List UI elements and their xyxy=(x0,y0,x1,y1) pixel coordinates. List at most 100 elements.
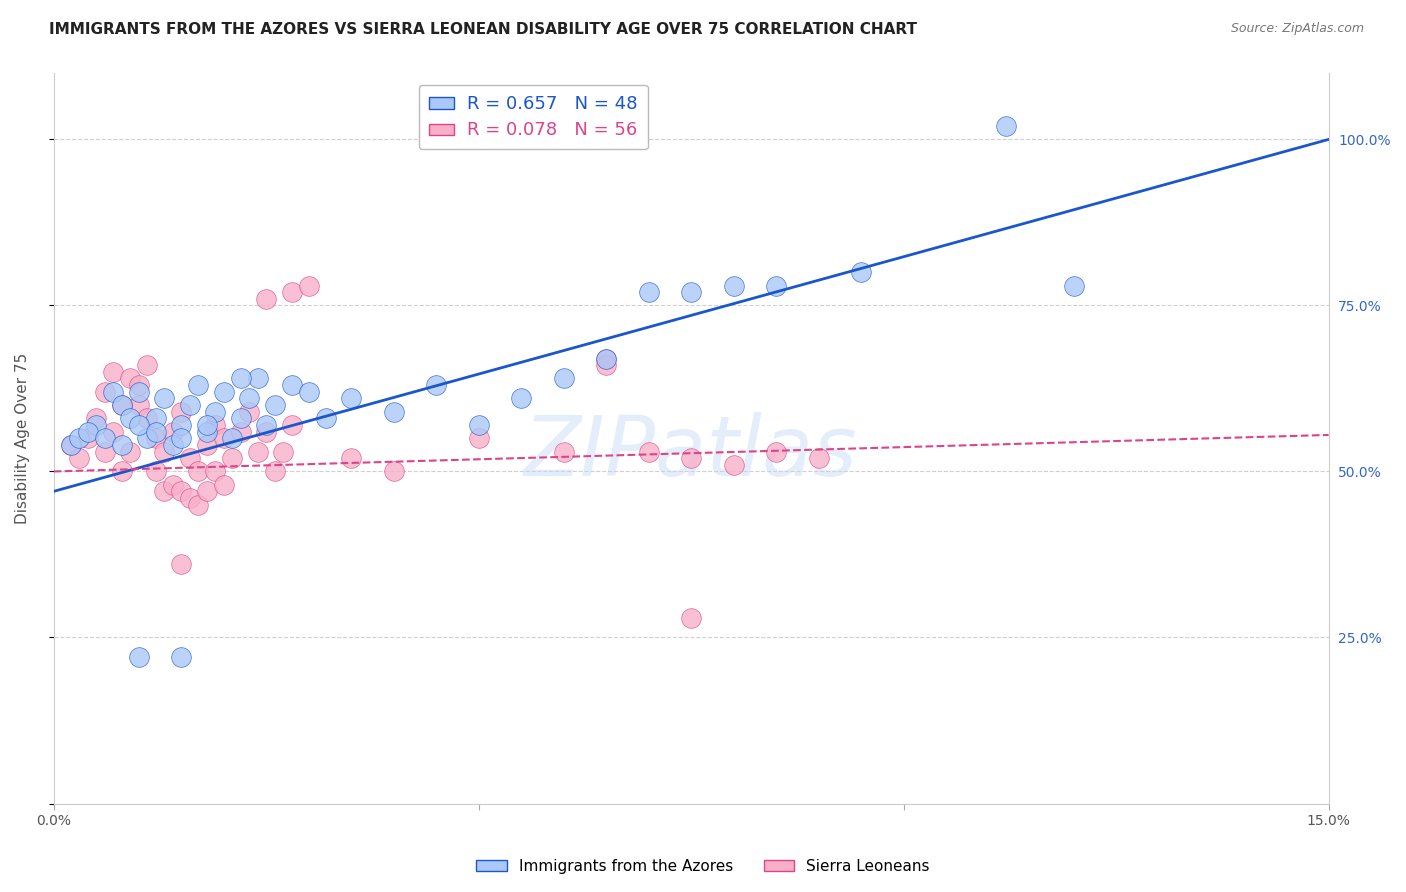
Point xyxy=(101,425,124,439)
Text: Source: ZipAtlas.com: Source: ZipAtlas.com xyxy=(1230,22,1364,36)
Point xyxy=(120,371,142,385)
Point xyxy=(67,451,90,466)
Point xyxy=(382,405,405,419)
Point xyxy=(765,444,787,458)
Point xyxy=(467,417,489,432)
Point xyxy=(229,411,252,425)
Point xyxy=(110,398,132,412)
Point xyxy=(204,465,226,479)
Point xyxy=(212,431,235,445)
Point xyxy=(280,285,302,300)
Point xyxy=(254,292,277,306)
Point xyxy=(425,378,447,392)
Point xyxy=(170,431,193,445)
Point xyxy=(212,384,235,399)
Point xyxy=(136,358,159,372)
Point xyxy=(145,411,167,425)
Point xyxy=(263,398,285,412)
Point xyxy=(101,384,124,399)
Point xyxy=(765,278,787,293)
Point xyxy=(120,411,142,425)
Point xyxy=(145,425,167,439)
Point xyxy=(298,278,321,293)
Point xyxy=(195,417,218,432)
Point xyxy=(120,444,142,458)
Point xyxy=(553,444,575,458)
Legend: Immigrants from the Azores, Sierra Leoneans: Immigrants from the Azores, Sierra Leone… xyxy=(470,853,936,880)
Point xyxy=(238,405,260,419)
Point xyxy=(637,285,659,300)
Point xyxy=(994,119,1017,133)
Legend: R = 0.657   N = 48, R = 0.078   N = 56: R = 0.657 N = 48, R = 0.078 N = 56 xyxy=(419,85,648,149)
Point xyxy=(93,384,115,399)
Point xyxy=(84,411,107,425)
Point xyxy=(195,425,218,439)
Point xyxy=(553,371,575,385)
Point xyxy=(340,392,363,406)
Point xyxy=(170,405,193,419)
Point xyxy=(179,491,201,505)
Point xyxy=(128,384,150,399)
Point xyxy=(246,444,269,458)
Point xyxy=(229,371,252,385)
Point xyxy=(212,477,235,491)
Point xyxy=(254,417,277,432)
Point xyxy=(187,465,209,479)
Point xyxy=(271,444,294,458)
Point xyxy=(595,351,617,366)
Point xyxy=(382,465,405,479)
Point xyxy=(136,431,159,445)
Point xyxy=(637,444,659,458)
Point xyxy=(128,650,150,665)
Point xyxy=(195,438,218,452)
Point xyxy=(254,425,277,439)
Point xyxy=(128,417,150,432)
Point xyxy=(849,265,872,279)
Point xyxy=(204,405,226,419)
Point xyxy=(221,451,243,466)
Point xyxy=(162,477,184,491)
Point xyxy=(187,378,209,392)
Point xyxy=(179,398,201,412)
Point xyxy=(221,431,243,445)
Point xyxy=(153,392,176,406)
Point xyxy=(59,438,82,452)
Point xyxy=(110,438,132,452)
Point xyxy=(681,285,703,300)
Point xyxy=(110,398,132,412)
Point xyxy=(101,365,124,379)
Text: IMMIGRANTS FROM THE AZORES VS SIERRA LEONEAN DISABILITY AGE OVER 75 CORRELATION : IMMIGRANTS FROM THE AZORES VS SIERRA LEO… xyxy=(49,22,917,37)
Point xyxy=(145,431,167,445)
Point xyxy=(59,438,82,452)
Point xyxy=(263,465,285,479)
Text: ZIPatlas: ZIPatlas xyxy=(524,412,858,493)
Point xyxy=(170,650,193,665)
Point xyxy=(510,392,533,406)
Point xyxy=(128,378,150,392)
Point xyxy=(298,384,321,399)
Point xyxy=(723,278,745,293)
Point xyxy=(280,378,302,392)
Y-axis label: Disability Age Over 75: Disability Age Over 75 xyxy=(15,352,30,524)
Point xyxy=(162,425,184,439)
Point xyxy=(76,425,98,439)
Point xyxy=(280,417,302,432)
Point xyxy=(76,431,98,445)
Point xyxy=(595,358,617,372)
Point xyxy=(153,484,176,499)
Point xyxy=(128,398,150,412)
Point xyxy=(204,417,226,432)
Point xyxy=(84,417,107,432)
Point xyxy=(179,451,201,466)
Point xyxy=(681,610,703,624)
Point xyxy=(340,451,363,466)
Point xyxy=(229,425,252,439)
Point xyxy=(315,411,337,425)
Point xyxy=(93,444,115,458)
Point xyxy=(170,484,193,499)
Point xyxy=(136,411,159,425)
Point xyxy=(807,451,830,466)
Point xyxy=(595,351,617,366)
Point xyxy=(170,417,193,432)
Point xyxy=(246,371,269,385)
